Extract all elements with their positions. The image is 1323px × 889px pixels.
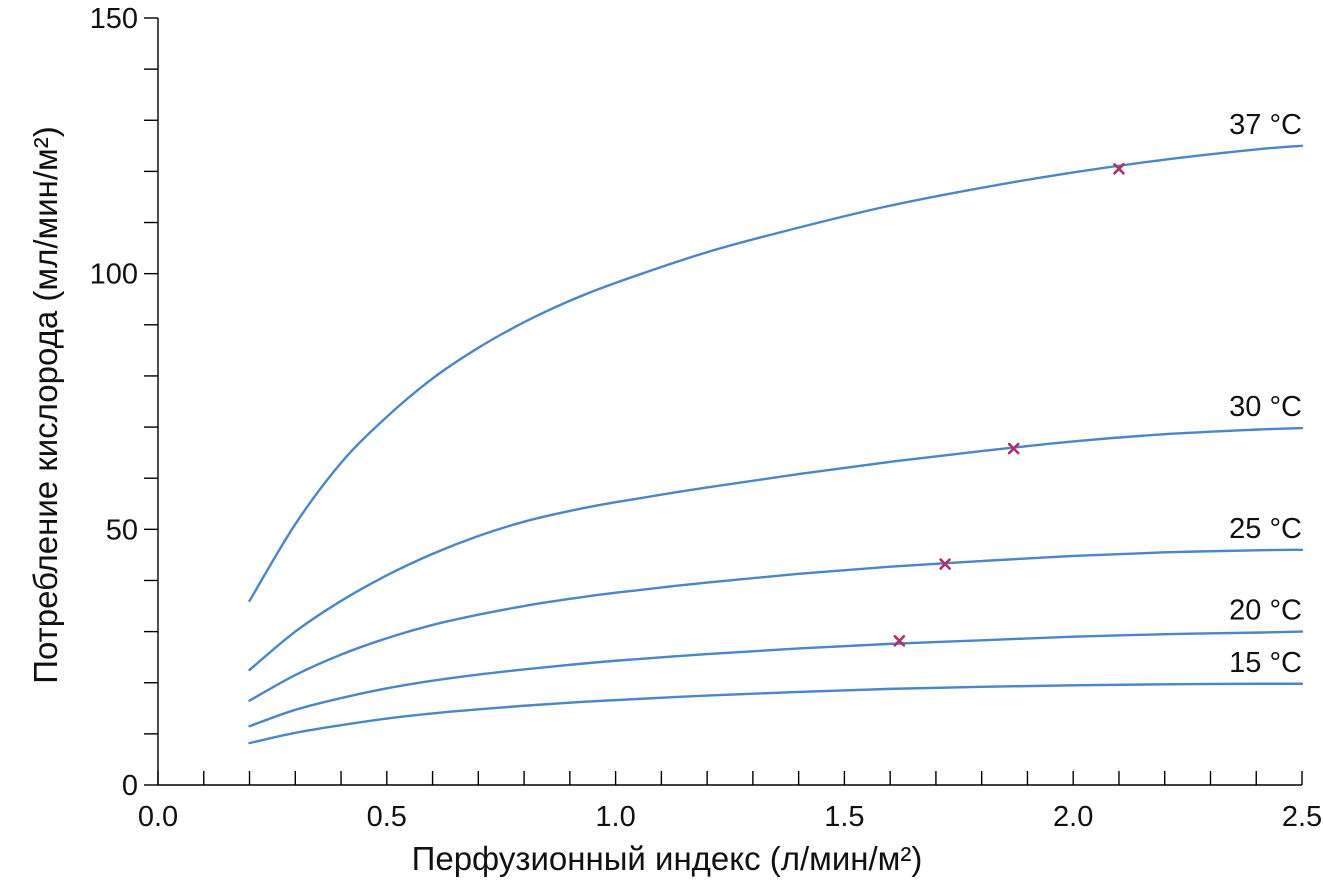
y-tick-label: 150: [90, 3, 138, 35]
y-ticks: 0 50 100 150: [90, 3, 158, 802]
x-tick-label: 2.5: [1282, 801, 1322, 833]
axes: [157, 18, 1302, 786]
series-line: [248, 630, 1304, 728]
series-label: 15 °C: [1229, 647, 1302, 679]
series-line: [248, 144, 1304, 603]
series-line: [248, 548, 1304, 702]
x-tick-label: 1.0: [595, 801, 635, 833]
series-label: 20 °C: [1229, 595, 1302, 627]
series-label: 37 °C: [1229, 109, 1302, 141]
series-label: 25 °C: [1229, 513, 1302, 545]
data-marker: [1113, 163, 1125, 175]
x-axis-title: Перфузионный индекс (л/мин/м²): [412, 840, 923, 877]
series-label: 30 °C: [1229, 391, 1302, 423]
data-marker: [939, 558, 951, 570]
data-marker: [893, 635, 906, 647]
y-tick-label: 0: [122, 770, 138, 802]
series-line: [248, 682, 1304, 745]
y-tick-label: 50: [106, 514, 138, 546]
series-layer: 37 °C 30 °C 25 °C 20 °C 15 °C: [248, 109, 1304, 745]
x-ticks: 0.0 0.5 1.0 1.5 2.0 2.5: [138, 771, 1322, 833]
data-marker: [1007, 442, 1020, 455]
x-tick-label: 2.0: [1053, 801, 1093, 833]
series-line: [248, 426, 1304, 672]
y-tick-label: 100: [90, 259, 138, 291]
y-axis-title: Потребление кислорода (мл/мин/м²): [27, 126, 64, 683]
x-tick-label: 1.5: [824, 801, 864, 833]
x-tick-label: 0.0: [138, 801, 178, 833]
x-tick-label: 0.5: [367, 801, 407, 833]
